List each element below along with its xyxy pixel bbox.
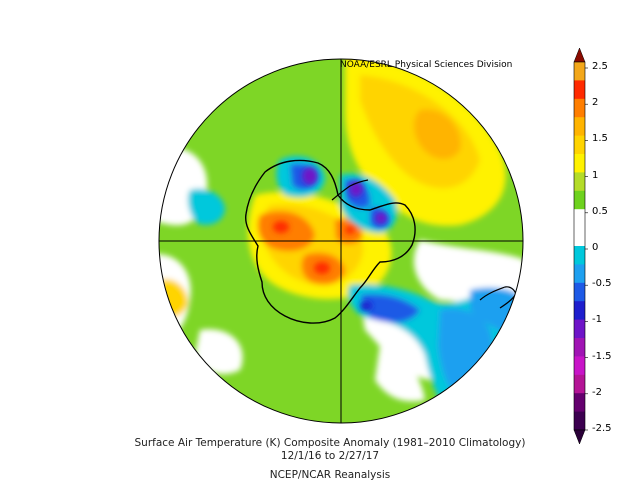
- colorbar-segment: [574, 209, 585, 228]
- colorbar-segment: [574, 190, 585, 210]
- colorbar-segment: [574, 172, 585, 192]
- colorbar-segment: [574, 393, 585, 412]
- credit-text: NOAA/ESRL Physical Sciences Division: [340, 60, 513, 70]
- colorbar-min-arrow: [573, 429, 586, 445]
- colorbar-label: 0.5: [592, 205, 608, 217]
- colorbar-segment: [574, 246, 585, 265]
- colorbar-label: 0: [592, 242, 599, 253]
- colorbar-segment: [574, 135, 585, 155]
- colorbar-max-arrow: [573, 47, 586, 63]
- colorbar-label: 1.5: [592, 133, 608, 145]
- colorbar-label: -2.5: [592, 423, 612, 434]
- antarctic-peninsula: [331, 179, 369, 201]
- colorbar-segment: [574, 319, 585, 339]
- colorbar-label: -1.5: [592, 350, 612, 362]
- colorbar-segment: [574, 117, 585, 136]
- colorbar-segment: [574, 154, 585, 173]
- map-disc: [159, 59, 523, 423]
- colorbar-label: 2: [592, 97, 599, 109]
- colorbar-segment: [574, 374, 585, 394]
- colorbar-label: 1: [592, 169, 599, 181]
- colorbar-segment: [574, 264, 585, 284]
- colorbar-label: -2: [592, 386, 602, 398]
- colorbar-segment: [574, 411, 585, 431]
- colorbar-label: -0.5: [592, 278, 612, 290]
- colorbar-label: 2.5: [592, 61, 608, 72]
- colorbar-segment: [574, 338, 585, 357]
- antarctica-coastline: [244, 159, 416, 324]
- colorbar-segment: [574, 98, 585, 118]
- south-america-coast: [479, 286, 517, 309]
- colorbar: [573, 47, 588, 445]
- colorbar-segment: [574, 227, 585, 247]
- colorbar-segment: [574, 62, 585, 81]
- colorbar-label: -1: [592, 314, 602, 326]
- colorbar-segment: [574, 80, 585, 100]
- caption-title: Surface Air Temperature (K) Composite An…: [134, 437, 526, 449]
- colorbar-segment: [574, 356, 585, 376]
- caption-dates: 12/1/16 to 2/27/17: [280, 450, 380, 462]
- colorbar-segment: [574, 301, 585, 320]
- caption-source: NCEP/NCAR Reanalysis: [269, 469, 391, 481]
- colorbar-segment: [574, 282, 585, 302]
